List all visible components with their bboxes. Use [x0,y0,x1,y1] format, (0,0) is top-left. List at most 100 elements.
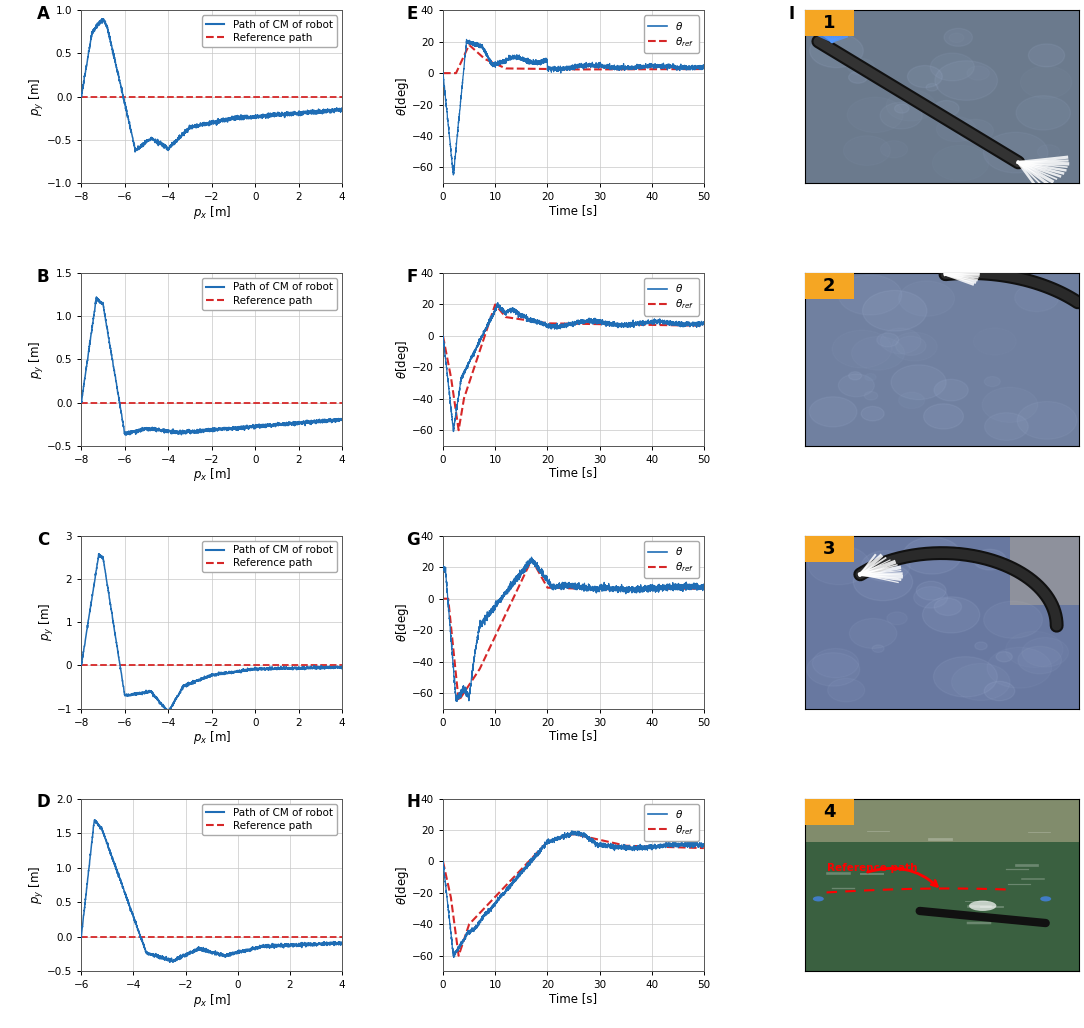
Circle shape [864,392,878,400]
Circle shape [810,34,863,68]
Text: G: G [406,530,421,549]
Circle shape [849,71,867,83]
Circle shape [922,597,980,633]
Circle shape [975,641,988,650]
Circle shape [880,328,921,354]
Circle shape [880,102,922,128]
Legend: Path of CM of robot, Reference path: Path of CM of robot, Reference path [202,15,337,47]
Circle shape [887,847,930,875]
Circle shape [838,274,902,315]
Text: D: D [37,794,51,811]
Circle shape [984,376,1001,387]
X-axis label: Time [s]: Time [s] [550,729,597,742]
Circle shape [926,83,938,91]
Legend: $\theta$, $\theta_{ref}$: $\theta$, $\theta_{ref}$ [644,279,699,316]
X-axis label: $p_x$ [m]: $p_x$ [m] [193,992,231,1008]
Circle shape [863,291,927,331]
Bar [804,799,1079,842]
Circle shape [952,663,1010,700]
Circle shape [1015,284,1059,311]
Circle shape [963,891,1027,931]
Ellipse shape [825,31,850,38]
Circle shape [1001,811,1063,851]
Circle shape [1017,402,1076,439]
Circle shape [907,66,942,87]
Circle shape [850,619,896,649]
Circle shape [887,844,902,853]
Text: I: I [788,5,795,23]
Circle shape [996,652,1012,662]
Circle shape [933,101,959,116]
Legend: $\theta$, $\theta_{ref}$: $\theta$, $\theta_{ref}$ [644,804,699,841]
Circle shape [849,372,862,380]
Circle shape [873,645,885,653]
X-axis label: $p_x$ [m]: $p_x$ [m] [193,204,231,221]
X-axis label: $p_x$ [m]: $p_x$ [m] [193,467,231,483]
Ellipse shape [1041,896,1051,902]
Y-axis label: $p_y$ [m]: $p_y$ [m] [27,340,46,378]
Legend: Path of CM of robot, Reference path: Path of CM of robot, Reference path [202,541,337,573]
Text: A: A [37,5,50,23]
Circle shape [984,682,1015,701]
Circle shape [815,855,861,884]
Circle shape [899,281,955,317]
Circle shape [1016,96,1070,130]
Circle shape [808,546,870,585]
Bar [804,799,854,824]
Circle shape [853,563,913,600]
Circle shape [916,581,946,600]
Circle shape [899,392,925,408]
Circle shape [1018,647,1061,673]
Text: E: E [406,5,417,23]
Text: F: F [406,268,417,286]
Circle shape [891,365,946,400]
Circle shape [944,29,972,46]
Legend: $\theta$, $\theta_{ref}$: $\theta$, $\theta_{ref}$ [644,541,699,579]
Circle shape [903,919,942,944]
X-axis label: Time [s]: Time [s] [550,467,597,479]
Circle shape [865,908,901,930]
Circle shape [806,653,860,686]
Ellipse shape [813,896,824,902]
Circle shape [877,333,899,346]
Bar [804,536,854,561]
Legend: Path of CM of robot, Reference path: Path of CM of robot, Reference path [202,804,337,836]
Bar [804,10,854,36]
Y-axis label: $p_y$ [m]: $p_y$ [m] [27,78,46,116]
Legend: Path of CM of robot, Reference path: Path of CM of robot, Reference path [202,279,337,309]
Y-axis label: $\theta$[deg]: $\theta$[deg] [393,866,411,905]
Bar [804,273,854,299]
Circle shape [973,549,1006,570]
Circle shape [995,857,1045,888]
Circle shape [915,914,946,933]
Y-axis label: $\theta$[deg]: $\theta$[deg] [393,339,411,379]
Circle shape [1029,44,1064,67]
Circle shape [865,373,876,380]
Circle shape [810,397,857,427]
Circle shape [983,133,1048,173]
Circle shape [924,404,964,429]
Text: 4: 4 [823,803,836,820]
Circle shape [933,657,997,697]
Ellipse shape [969,901,996,911]
Circle shape [971,932,993,945]
Circle shape [887,612,907,625]
Circle shape [896,885,929,906]
Legend: $\theta$, $\theta_{ref}$: $\theta$, $\theta_{ref}$ [644,15,699,52]
Circle shape [999,895,1023,911]
Bar [1010,536,1079,604]
Circle shape [982,388,1037,423]
Text: 1: 1 [823,14,836,32]
Circle shape [988,648,1051,688]
Circle shape [957,119,993,142]
Circle shape [988,901,1050,941]
X-axis label: $p_x$ [m]: $p_x$ [m] [193,729,231,746]
Circle shape [925,857,956,878]
Circle shape [862,551,911,582]
Circle shape [895,336,926,356]
Circle shape [861,406,885,420]
Circle shape [934,379,968,401]
Y-axis label: $\theta$[deg]: $\theta$[deg] [393,602,411,642]
Text: H: H [406,794,421,811]
Circle shape [948,839,997,871]
